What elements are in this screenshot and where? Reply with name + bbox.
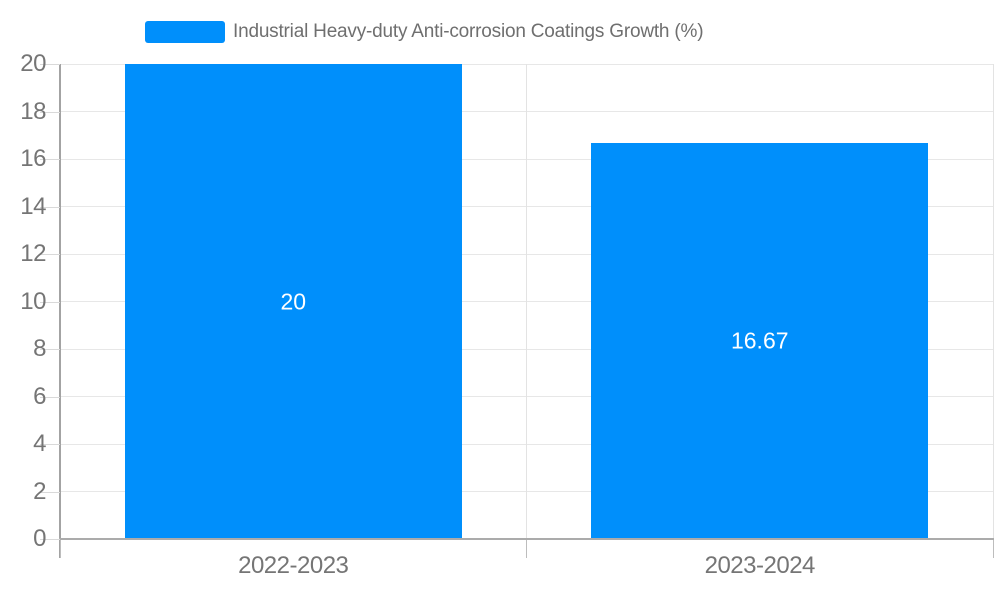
y-axis-tick bbox=[40, 64, 60, 65]
x-axis-tick bbox=[526, 540, 527, 558]
y-tick-label: 20 bbox=[20, 50, 46, 77]
y-tick-label: 0 bbox=[33, 525, 46, 552]
y-tick-label: 2 bbox=[33, 477, 46, 505]
y-axis-tick bbox=[40, 444, 60, 445]
y-tick-label: 8 bbox=[33, 335, 46, 362]
legend[interactable]: Industrial Heavy-duty Anti-corrosion Coa… bbox=[145, 21, 704, 43]
y-tick-label: 6 bbox=[33, 382, 46, 410]
gridline-v bbox=[526, 64, 527, 539]
x-axis-tick bbox=[59, 540, 61, 558]
legend-swatch bbox=[145, 21, 225, 43]
y-tick-label: 4 bbox=[33, 430, 46, 457]
y-axis-line bbox=[59, 64, 61, 558]
x-axis-line bbox=[59, 538, 994, 540]
y-axis-tick bbox=[40, 301, 60, 303]
y-tick-label: 10 bbox=[20, 287, 46, 315]
y-tick-label: 18 bbox=[20, 97, 46, 125]
x-tick-label: 2022-2023 bbox=[238, 552, 349, 579]
y-tick-label: 14 bbox=[20, 192, 46, 220]
bar[interactable] bbox=[591, 143, 929, 539]
bar-value-label: 16.67 bbox=[730, 327, 789, 354]
y-axis-tick bbox=[40, 349, 60, 350]
y-axis-tick bbox=[40, 254, 60, 255]
x-tick-label: 2023-2024 bbox=[704, 552, 816, 579]
gridline-v bbox=[992, 64, 994, 539]
plot-area: 20 16.67 bbox=[60, 63, 994, 539]
y-axis-tick bbox=[40, 539, 60, 540]
bar-value-label: 20 bbox=[280, 288, 307, 314]
bar[interactable] bbox=[124, 64, 462, 539]
x-axis-tick bbox=[992, 540, 994, 558]
y-axis-tick bbox=[40, 396, 60, 398]
y-axis-tick bbox=[40, 111, 60, 113]
y-axis-tick bbox=[40, 159, 60, 160]
y-tick-label: 16 bbox=[20, 145, 46, 172]
y-axis-tick bbox=[40, 491, 60, 493]
y-axis-tick bbox=[40, 206, 60, 208]
legend-label: Industrial Heavy-duty Anti-corrosion Coa… bbox=[233, 21, 704, 42]
y-tick-label: 12 bbox=[20, 240, 46, 267]
